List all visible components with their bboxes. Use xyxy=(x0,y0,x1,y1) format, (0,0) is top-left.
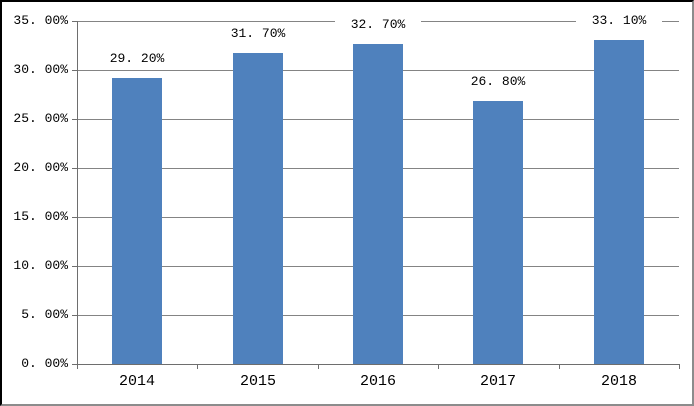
y-axis-tick-mark xyxy=(72,168,77,169)
y-axis-tick-label: 30. 00% xyxy=(13,62,68,77)
bar-value-label: 29. 20% xyxy=(94,52,180,66)
x-axis-tick-mark xyxy=(438,364,439,369)
y-axis-tick-label: 0. 00% xyxy=(21,356,68,371)
x-axis-tick-label: 2016 xyxy=(359,373,396,390)
bar xyxy=(112,78,162,364)
y-axis-tick-mark xyxy=(72,21,77,22)
bar xyxy=(473,101,523,364)
x-axis-tick-mark xyxy=(318,364,319,369)
y-axis-tick-mark xyxy=(72,119,77,120)
x-axis-tick-label: 2017 xyxy=(479,373,516,390)
x-axis-tick-label: 2015 xyxy=(239,373,276,390)
x-axis-tick-mark xyxy=(559,364,560,369)
y-axis-tick-label: 5. 00% xyxy=(21,307,68,322)
bar xyxy=(594,40,644,364)
bar xyxy=(233,53,283,364)
y-axis-tick-label: 10. 00% xyxy=(13,258,68,273)
y-axis-tick-mark xyxy=(72,364,77,365)
y-axis-tick-mark xyxy=(72,70,77,71)
bar-value-label: 32. 70% xyxy=(335,18,421,32)
y-axis-tick-label: 15. 00% xyxy=(13,209,68,224)
y-axis-tick-label: 35. 00% xyxy=(13,13,68,28)
bar-value-label: 33. 10% xyxy=(576,14,662,28)
x-axis-line xyxy=(77,364,679,365)
y-axis-tick-mark xyxy=(72,217,77,218)
bar-value-label: 26. 80% xyxy=(455,75,541,89)
y-axis-tick-label: 25. 00% xyxy=(13,111,68,126)
x-axis-tick-mark xyxy=(679,364,680,369)
x-axis-tick-mark xyxy=(77,364,78,369)
y-axis-line xyxy=(77,21,78,364)
bar xyxy=(353,44,403,364)
y-axis-tick-mark xyxy=(72,315,77,316)
x-axis-tick-label: 2018 xyxy=(600,373,637,390)
y-axis-tick-label: 20. 00% xyxy=(13,160,68,175)
x-axis-tick-label: 2014 xyxy=(118,373,155,390)
y-axis-tick-mark xyxy=(72,266,77,267)
x-axis-tick-mark xyxy=(197,364,198,369)
bar-value-label: 31. 70% xyxy=(215,27,301,41)
